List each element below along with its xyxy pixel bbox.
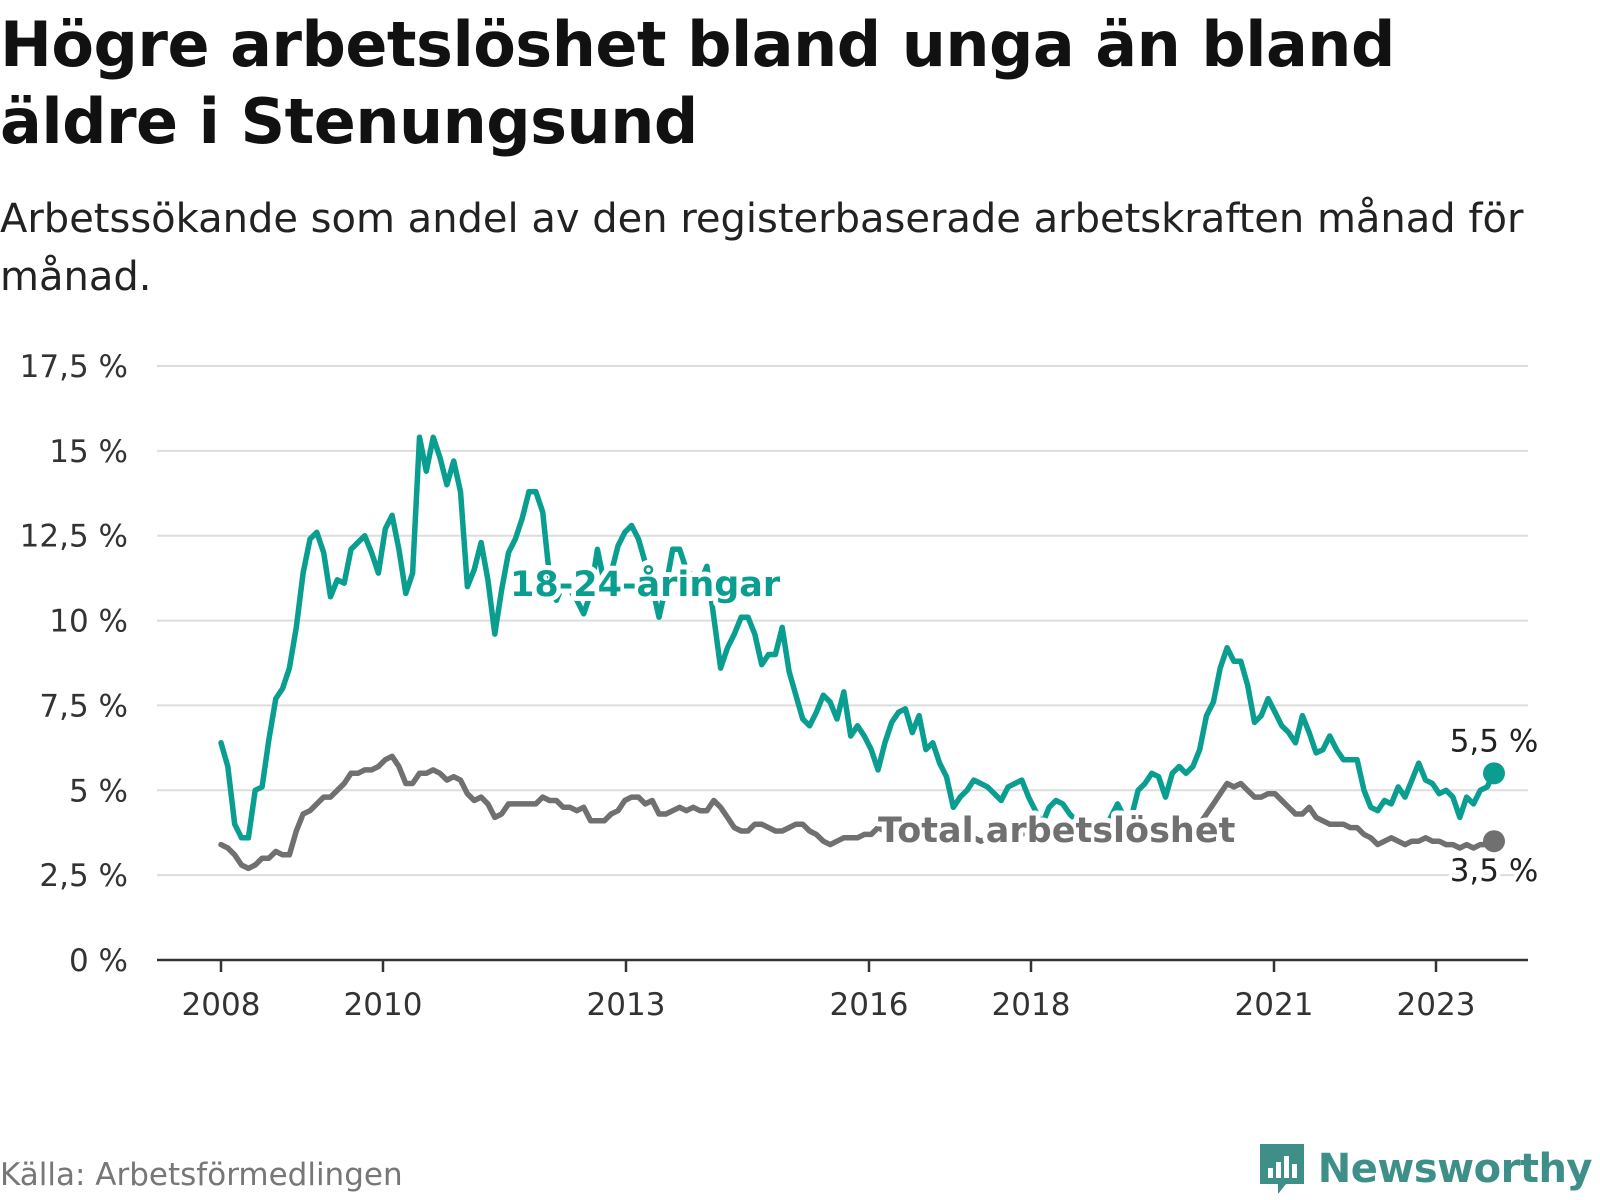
y-tick-label: 17,5 % [20,349,128,385]
brand-logo: Newsworthy [1256,1140,1593,1198]
x-tick-label: 2013 [587,987,666,1023]
y-tick-label: 2,5 % [39,858,128,894]
y-tick-label: 5 % [69,773,128,809]
source-note: Källa: Arbetsförmedlingen [0,1157,403,1193]
series-label-total: Total arbetslöshet [878,811,1235,851]
chart-title: Högre arbetslöshet bland unga än bland ä… [0,8,1395,158]
x-tick-label: 2008 [182,987,261,1023]
y-tick-label: 0 % [69,943,128,979]
end-marker-youth [1483,762,1505,785]
y-tick-label: 7,5 % [39,688,128,724]
end-marker-total [1483,830,1505,853]
y-tick-label: 12,5 % [20,519,128,555]
end-label-youth: 5,5 % [1450,723,1539,759]
y-tick-label: 15 % [49,434,128,470]
series-labels: 18-24-åringar Total arbetslöshet [505,559,1240,856]
series-line-youth [218,434,1497,841]
series-lines [218,434,1497,872]
end-markers: 5,5 % 3,5 % [1446,719,1543,893]
end-label-total: 3,5 % [1450,853,1539,889]
chart-subtitle: Arbetssökande som andel av den registerb… [0,196,1524,300]
series-line-total [218,753,1497,872]
grid-lines [157,365,1528,877]
x-axis: 2008 2010 2013 2016 2018 2021 2023 [157,958,1528,1023]
brand-name: Newsworthy [1317,1146,1593,1192]
series-label-youth: 18-24-åringar [510,564,781,605]
x-tick-label: 2018 [992,987,1071,1023]
y-tick-label: 10 % [49,604,128,640]
newsworthy-chart-icon [1259,1144,1304,1194]
line-chart: 0 % 2,5 % 5 % 7,5 % 10 % 12,5 % 15 % 17,5 % 200… [20,349,1543,1023]
x-tick-label: 2010 [344,987,423,1023]
y-axis-ticks: 0 % 2,5 % 5 % 7,5 % 10 % 12,5 % 15 % 17,5 % [20,349,128,979]
x-tick-label: 2021 [1235,987,1314,1023]
x-tick-label: 2023 [1397,987,1476,1023]
x-tick-label: 2016 [830,987,909,1023]
